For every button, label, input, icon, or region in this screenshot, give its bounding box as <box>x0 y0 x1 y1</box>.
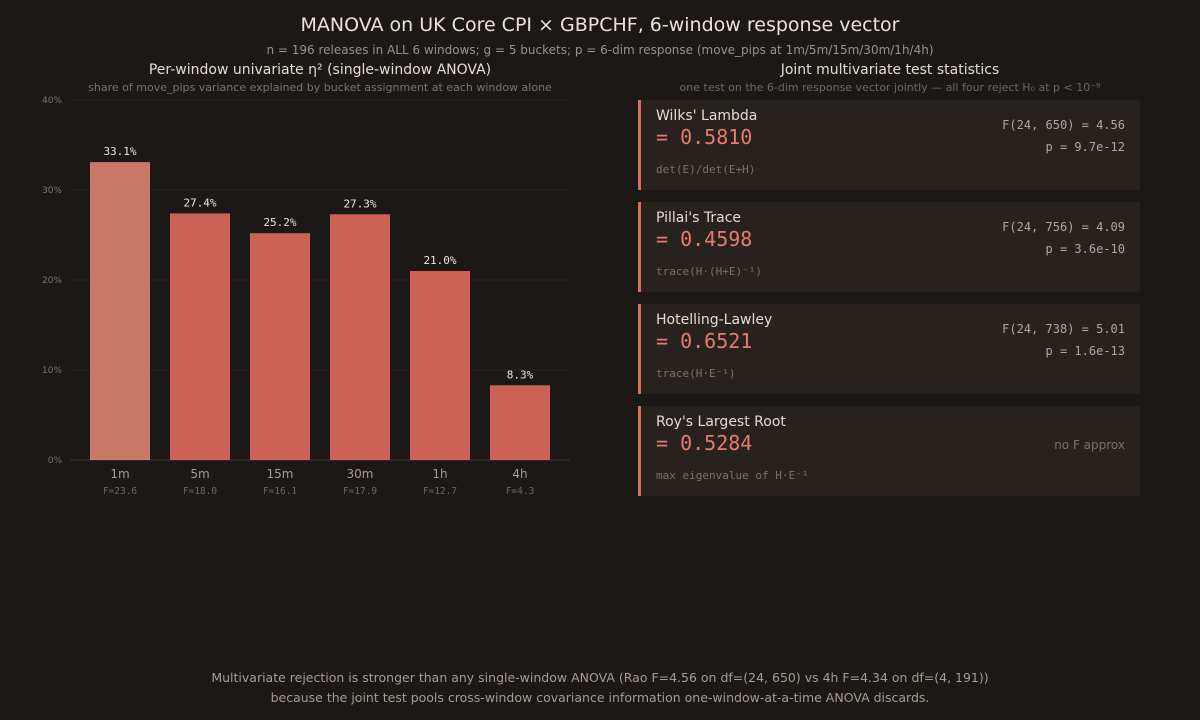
x-tick-label: 1h <box>432 467 447 481</box>
f-stat-label: F=16.1 <box>263 486 298 497</box>
test-value: = 0.6521 <box>656 329 753 353</box>
test-p-value: p = 9.7e-12 <box>1045 140 1125 154</box>
test-name: Wilks' Lambda <box>656 108 758 124</box>
x-tick-label: 30m <box>347 467 374 481</box>
test-card-hotelling: Hotelling-Lawley = 0.6521 trace(H·E⁻¹) F… <box>638 304 1140 394</box>
right-panel-subtitle: one test on the 6-dim response vector jo… <box>679 81 1101 94</box>
test-name: Roy's Largest Root <box>656 414 786 430</box>
f-stat-label: F=23.6 <box>103 486 138 497</box>
test-formula: max eigenvalue of H·E⁻¹ <box>656 469 809 482</box>
f-stat-label: F=12.7 <box>423 486 457 497</box>
test-no-f-approx: no F approx <box>1054 438 1125 452</box>
test-formula: det(E)/det(E+H) <box>656 163 756 176</box>
test-formula: trace(H·(H+E)⁻¹) <box>656 265 762 278</box>
bar-value-label: 25.2% <box>263 216 296 229</box>
test-name: Hotelling-Lawley <box>656 312 773 328</box>
y-tick-label: 40% <box>42 96 62 106</box>
y-tick-label: 30% <box>42 186 62 196</box>
chart-title: MANOVA on UK Core CPI × GBPCHF, 6-window… <box>300 14 900 36</box>
bar-value-label: 27.4% <box>183 196 216 209</box>
bar-15m <box>250 233 310 460</box>
test-card-roy: Roy's Largest Root = 0.5284 max eigenval… <box>638 406 1140 496</box>
test-p-value: p = 3.6e-10 <box>1045 242 1125 256</box>
bar-value-label: 27.3% <box>343 197 376 210</box>
x-tick-label: 4h <box>512 467 527 481</box>
test-value: = 0.4598 <box>656 227 753 251</box>
y-tick-label: 20% <box>42 276 62 286</box>
bar-30m <box>330 214 390 460</box>
test-name: Pillai's Trace <box>656 210 742 226</box>
test-card-pillai: Pillai's Trace = 0.4598 trace(H·(H+E)⁻¹)… <box>638 202 1140 292</box>
footer-note: Multivariate rejection is stronger than … <box>0 668 1200 708</box>
right-panel-title: Joint multivariate test statistics <box>780 62 1000 78</box>
eta-squared-bar-chart: 0% 10% 20% 30% 40% 33.1% 1m F=23.6 27.4% 5m F=18.0… <box>42 96 570 497</box>
test-value: = 0.5810 <box>656 125 753 149</box>
test-f-stat: F(24, 650) = 4.56 <box>1002 118 1125 132</box>
test-f-stat: F(24, 756) = 4.09 <box>1002 220 1125 234</box>
footer-line-2: because the joint test pools cross-windo… <box>270 690 930 705</box>
bar-value-label: 8.3% <box>507 368 534 381</box>
test-value: = 0.5284 <box>656 431 753 455</box>
bar-value-label: 21.0% <box>423 254 456 267</box>
test-p-value: p = 1.6e-13 <box>1045 344 1125 358</box>
x-tick-label: 5m <box>190 467 209 481</box>
test-formula: trace(H·E⁻¹) <box>656 367 736 380</box>
test-card-wilks: Wilks' Lambda = 0.5810 det(E)/det(E+H) F… <box>638 100 1140 190</box>
test-f-stat: F(24, 738) = 5.01 <box>1002 322 1125 336</box>
bar-1m <box>90 162 150 460</box>
f-stat-label: F=4.3 <box>506 486 535 497</box>
x-tick-label: 15m <box>267 467 294 481</box>
f-stat-label: F=18.0 <box>183 486 218 497</box>
f-stat-label: F=17.9 <box>343 486 378 497</box>
test-statistics-list: Wilks' Lambda = 0.5810 det(E)/det(E+H) F… <box>638 100 1140 508</box>
bar-value-label: 33.1% <box>103 145 136 158</box>
y-tick-label: 0% <box>48 456 63 466</box>
footer-line-1: Multivariate rejection is stronger than … <box>211 670 989 685</box>
x-tick-label: 1m <box>110 467 129 481</box>
bar-5m <box>170 213 230 460</box>
bar-1h <box>410 271 470 460</box>
chart-subtitle: n = 196 releases in ALL 6 windows; g = 5… <box>266 43 934 57</box>
left-panel-subtitle: share of move_pips variance explained by… <box>88 81 552 94</box>
y-tick-label: 10% <box>42 366 62 376</box>
left-panel-title: Per-window univariate η² (single-window … <box>148 62 492 78</box>
bar-4h <box>490 385 550 460</box>
